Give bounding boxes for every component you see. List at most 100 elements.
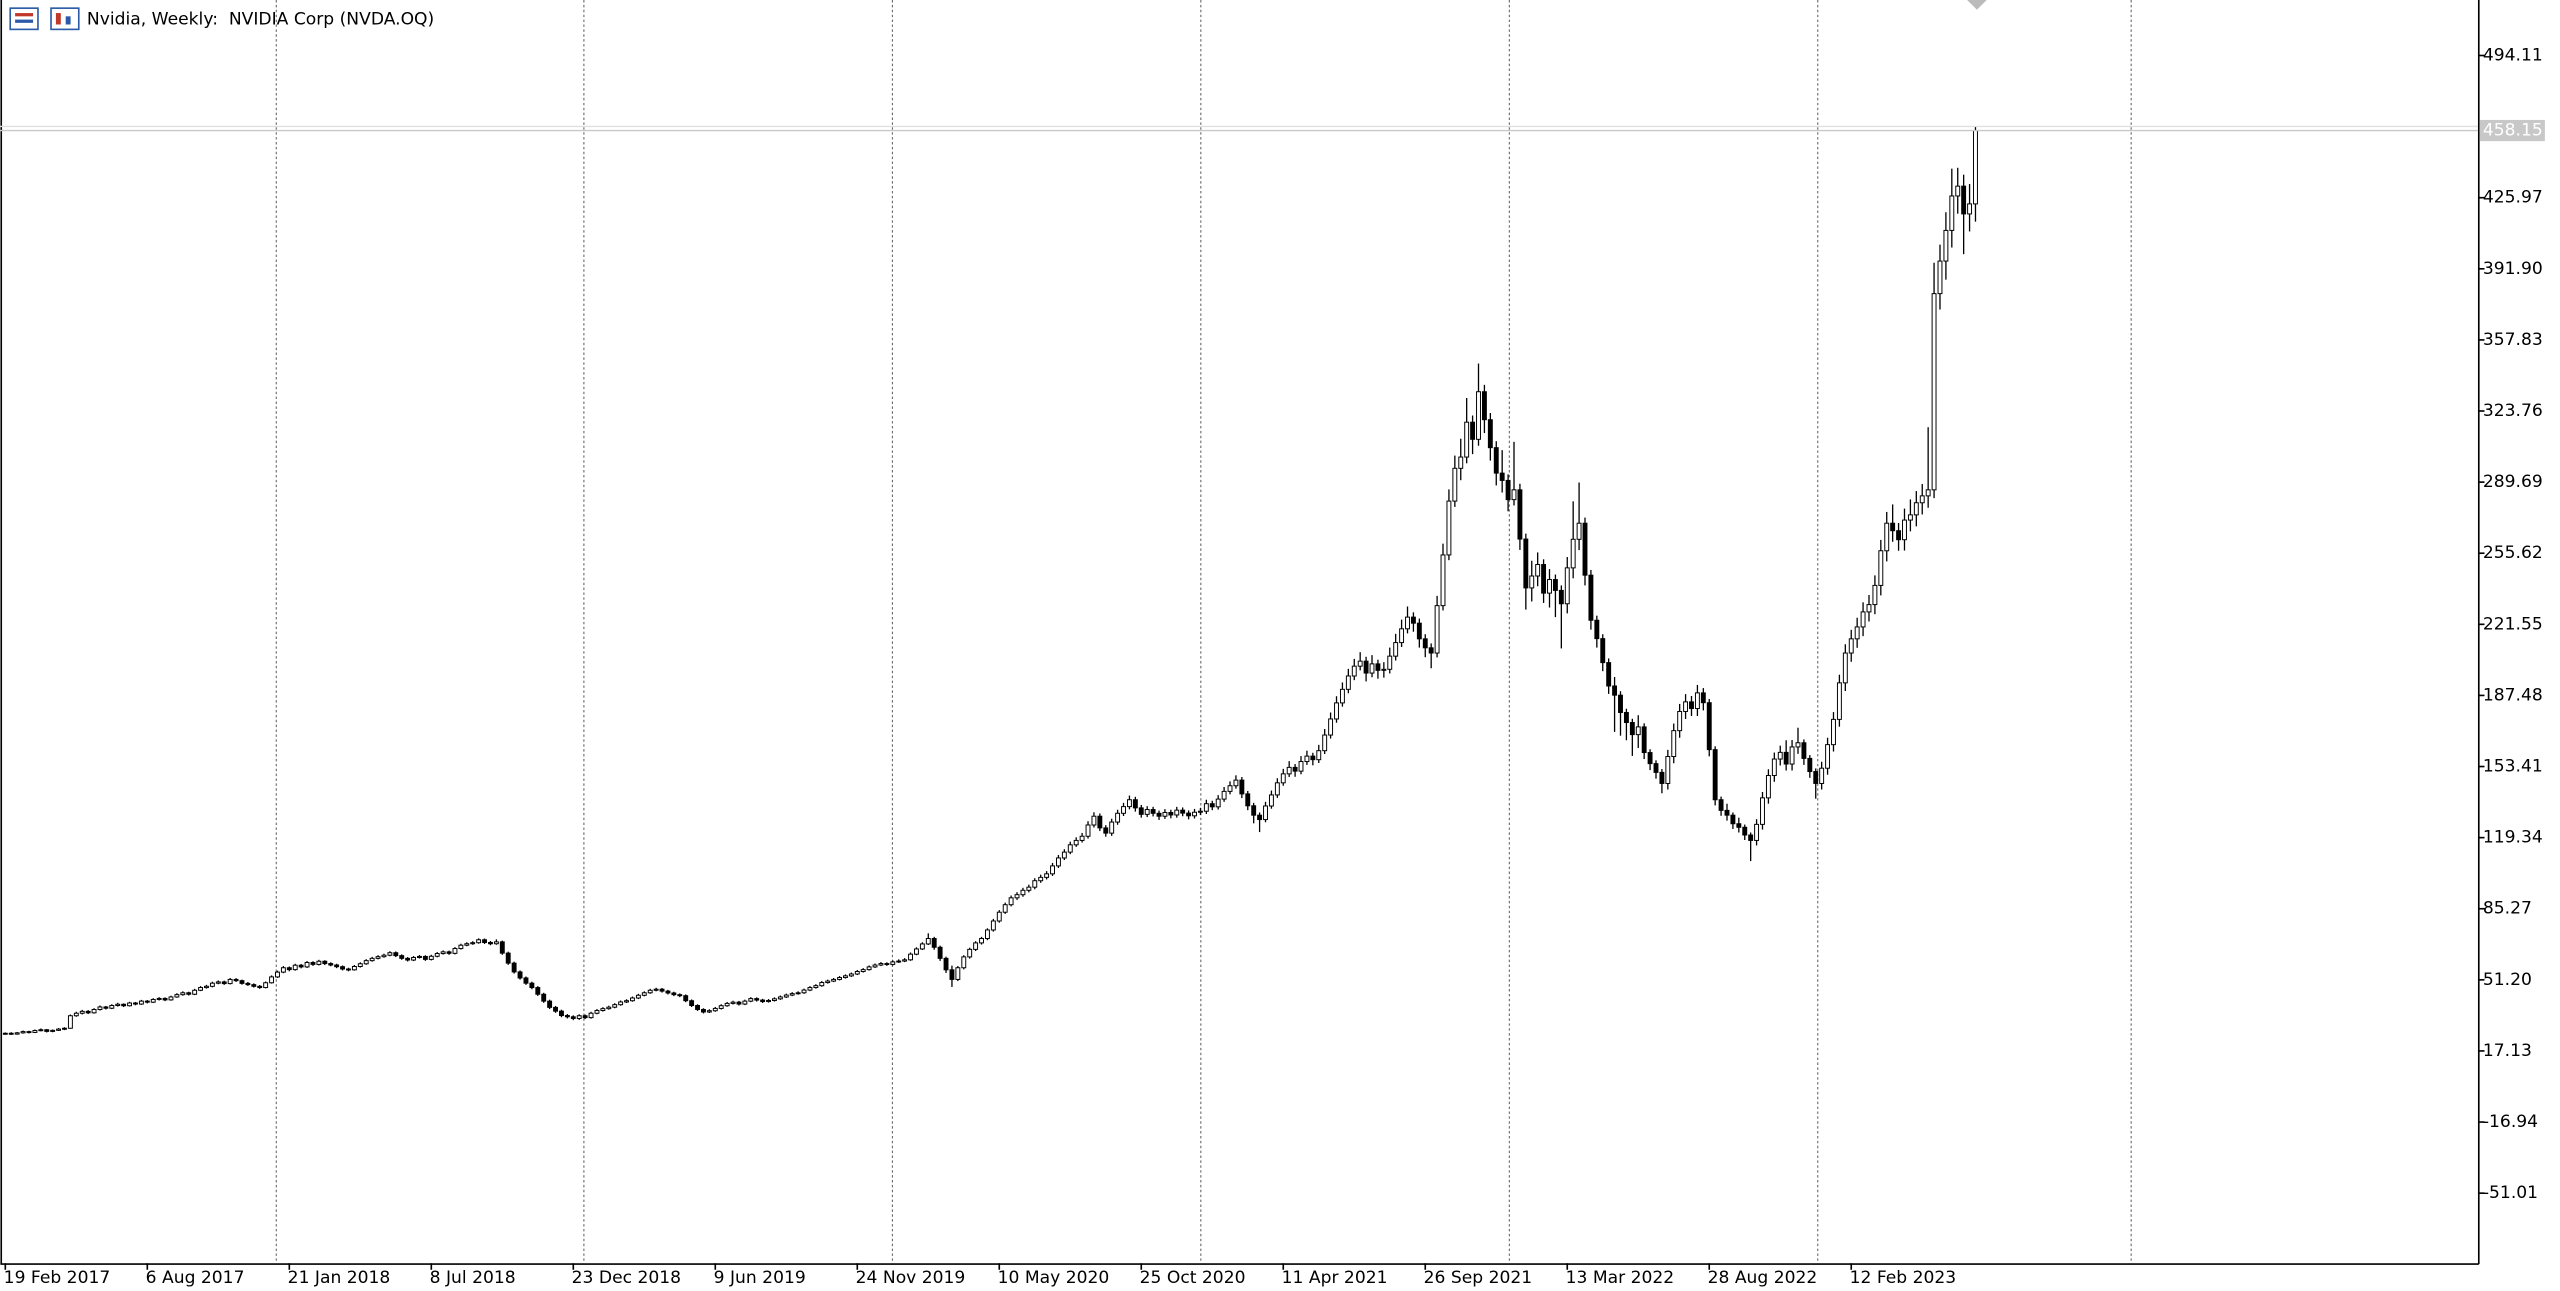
candle-body [1416, 622, 1422, 640]
toolbar-icons[interactable] [9, 7, 80, 31]
candle-body [730, 1001, 736, 1004]
candle-body [1026, 886, 1032, 891]
candle-body [1192, 811, 1197, 817]
candle-body [411, 957, 417, 961]
candle-body [156, 997, 162, 1000]
y-tick-label: 289.69 [2483, 472, 2543, 492]
candle-body [1712, 749, 1718, 801]
candle-body [180, 992, 186, 996]
candle-body [902, 959, 908, 962]
candle-body [931, 938, 937, 948]
candle-body [1499, 472, 1505, 481]
candle-body [535, 987, 541, 995]
candle-body [1724, 809, 1730, 816]
y-tick-label: 85.27 [2483, 899, 2532, 919]
candle-body [955, 967, 961, 980]
candle-body [316, 960, 322, 965]
candle-body [1345, 675, 1351, 690]
candle-body [789, 993, 795, 996]
candle-body [1132, 799, 1138, 809]
y-tick-label: 391.90 [2483, 259, 2543, 279]
candle-body [1748, 834, 1754, 841]
candle-body [1653, 763, 1659, 773]
x-tick-label: 26 Sep 2021 [1424, 1268, 1533, 1288]
candle-body [1671, 730, 1677, 758]
candle-body [1629, 722, 1635, 736]
x-tick-label: 21 Jan 2018 [288, 1268, 391, 1288]
candle-body [1777, 751, 1783, 760]
candle-body [742, 1000, 748, 1005]
candle-body [1848, 638, 1854, 654]
candle-body [505, 952, 511, 964]
candle-body [1842, 652, 1848, 684]
candle-body [103, 1006, 109, 1009]
candle-body [1334, 702, 1339, 720]
candle-body [1570, 538, 1576, 569]
candle-body [1286, 766, 1292, 775]
candle-body [381, 954, 387, 958]
candle-body [1351, 665, 1357, 677]
candle-body [1387, 655, 1393, 670]
candle-body [1694, 692, 1700, 710]
candle-body [600, 1008, 606, 1012]
candle-body [1316, 750, 1322, 761]
candle-body [1623, 712, 1629, 724]
candle-body [20, 1031, 26, 1034]
candle-body [375, 956, 381, 959]
candle-body [547, 1000, 553, 1008]
candle-body [1771, 758, 1777, 777]
candle-body [1576, 522, 1582, 540]
candle-body [1825, 744, 1831, 769]
candle-body [754, 998, 760, 1001]
candle-body [1854, 626, 1860, 640]
candle-body [618, 1001, 624, 1006]
candle-body [1612, 685, 1618, 696]
candle-body [843, 975, 848, 979]
shift-marker[interactable] [1967, 0, 1987, 10]
candles [2, 126, 1978, 1035]
candle-body [1150, 809, 1156, 814]
candle-body [1677, 710, 1683, 732]
candle-body [1961, 185, 1967, 215]
candle-body [1464, 421, 1470, 458]
candle-body [133, 1002, 138, 1005]
candle-body [1440, 554, 1446, 607]
candle-body [417, 955, 422, 958]
candle-body [186, 992, 192, 995]
candle-body [937, 946, 943, 959]
candle-body [1564, 567, 1570, 605]
icon-chart[interactable] [50, 7, 80, 31]
price-label-box [2479, 119, 2545, 142]
candle-body [1079, 835, 1085, 841]
candle-body [594, 1010, 600, 1014]
candle-body [482, 939, 487, 943]
candle-body [825, 980, 831, 984]
candle-body [1363, 660, 1369, 674]
candle-body [263, 982, 269, 989]
candle-body [1233, 779, 1239, 787]
candle-body [62, 1027, 67, 1030]
candle-body [1647, 752, 1653, 765]
candle-body [1369, 663, 1375, 674]
candle-body [26, 1031, 32, 1034]
candle-body [706, 1010, 712, 1013]
candle-body [328, 963, 334, 966]
candle-body [304, 962, 310, 968]
candle-body [1162, 811, 1168, 817]
candle-body [1103, 827, 1109, 834]
x-tick-label: 6 Aug 2017 [146, 1268, 245, 1288]
y-tick-label: -51.01 [2483, 1183, 2538, 1203]
candle-body [85, 1010, 91, 1014]
candle-body [724, 1002, 730, 1007]
candle-body [1020, 889, 1026, 896]
candle-body [215, 981, 221, 984]
candle-body [1109, 821, 1115, 834]
candle-body [245, 982, 251, 986]
candle-body [1339, 688, 1345, 704]
candle-body [233, 978, 239, 982]
candle-body [564, 1015, 570, 1018]
icon-list[interactable] [9, 7, 39, 31]
candle-body [772, 998, 777, 1001]
candle-body [813, 985, 819, 989]
